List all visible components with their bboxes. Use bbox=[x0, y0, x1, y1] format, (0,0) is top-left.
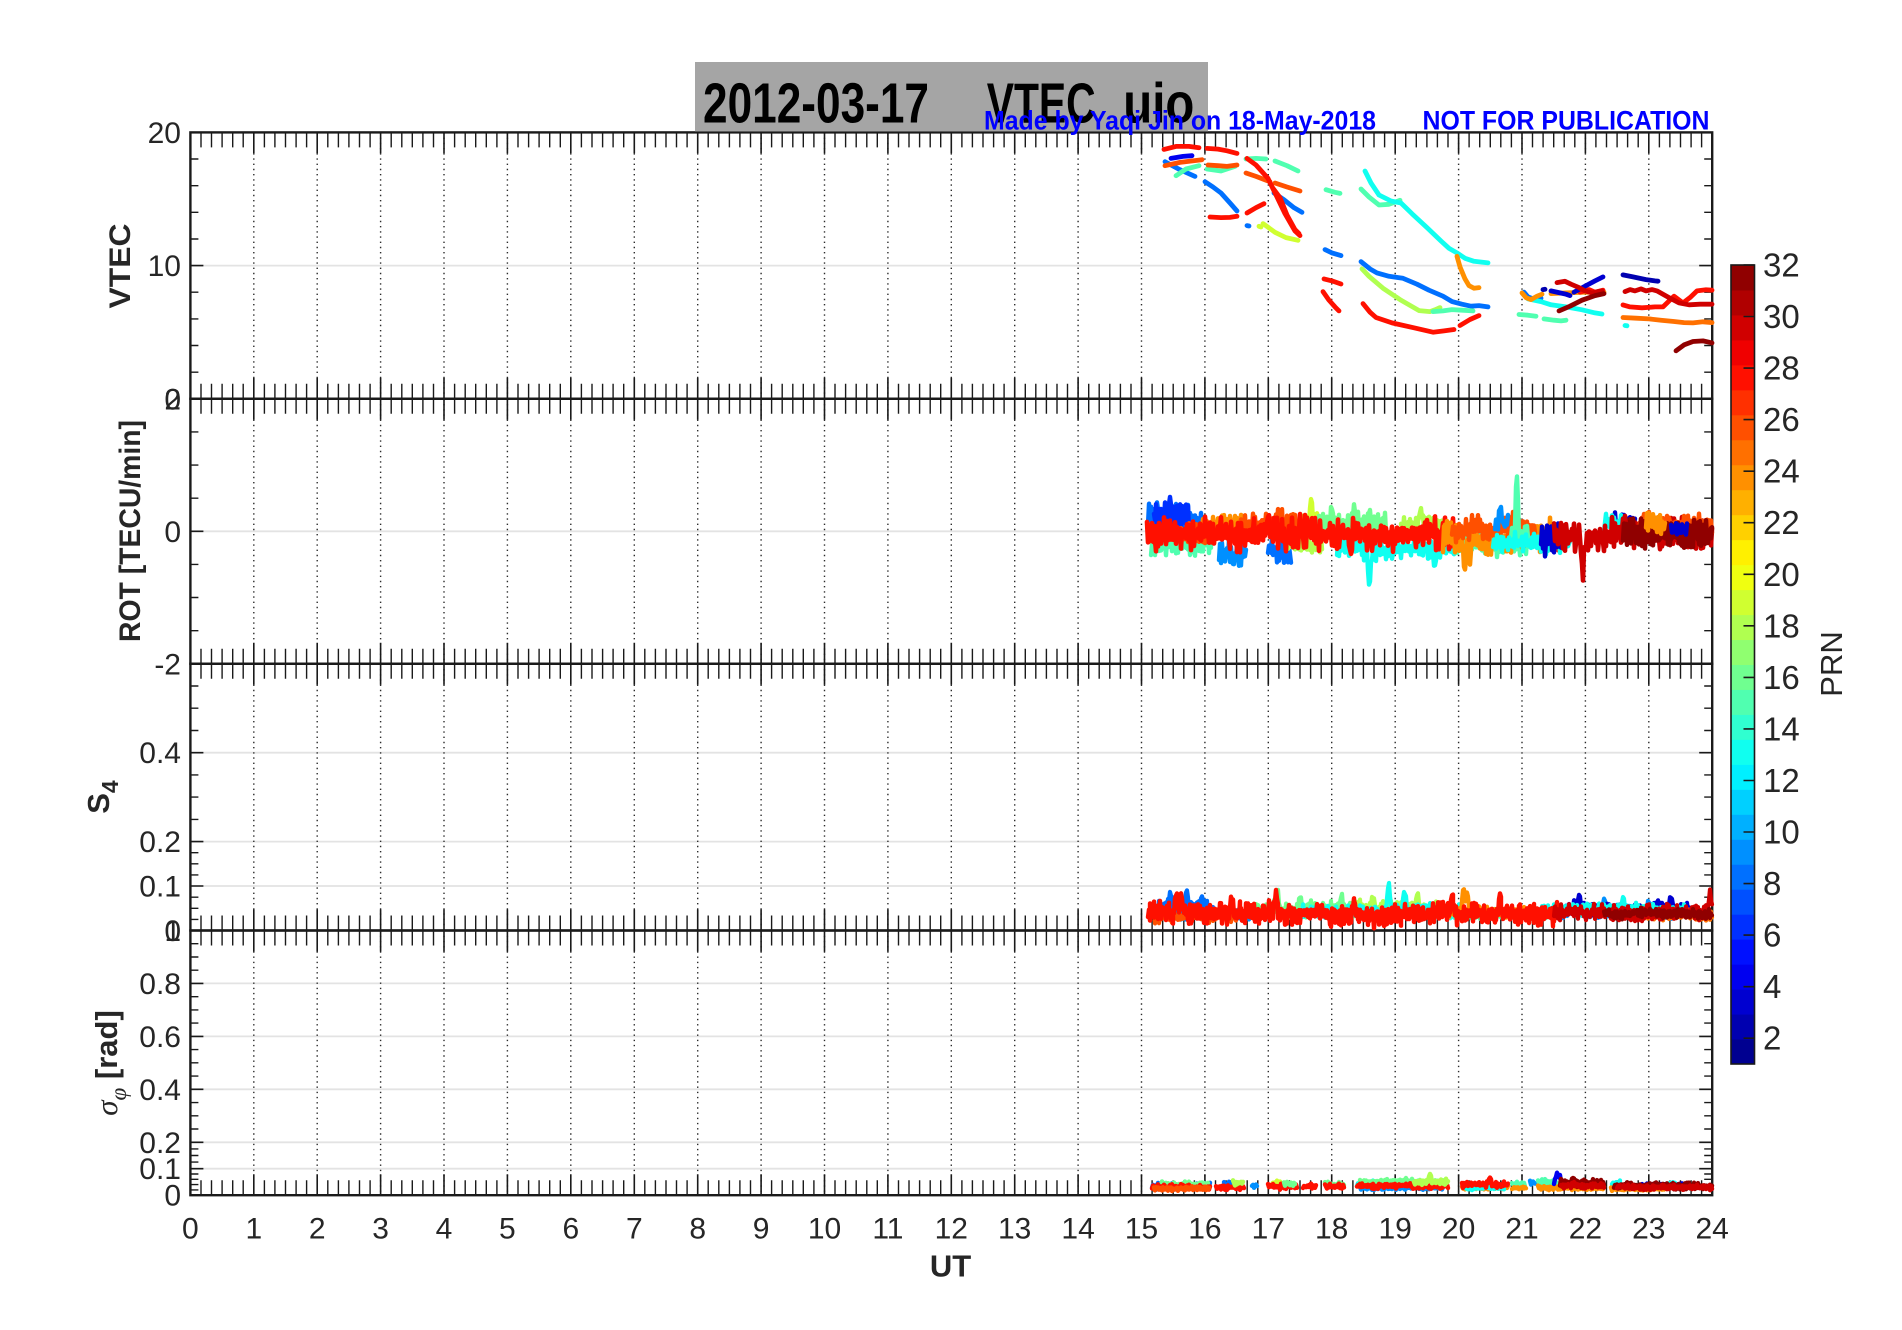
svg-text:0: 0 bbox=[164, 383, 181, 416]
svg-text:1: 1 bbox=[164, 915, 181, 948]
svg-text:PRN: PRN bbox=[1814, 631, 1849, 696]
svg-text:2: 2 bbox=[164, 383, 181, 416]
svg-text:24: 24 bbox=[1696, 1213, 1729, 1246]
svg-text:19: 19 bbox=[1379, 1213, 1412, 1246]
svg-text:9: 9 bbox=[753, 1213, 770, 1246]
svg-text:22: 22 bbox=[1763, 504, 1800, 541]
svg-text:15: 15 bbox=[1125, 1213, 1158, 1246]
svg-text:14: 14 bbox=[1763, 710, 1800, 747]
svg-text:0.2: 0.2 bbox=[139, 1127, 181, 1160]
svg-text:2: 2 bbox=[309, 1213, 326, 1246]
svg-text:6: 6 bbox=[562, 1213, 579, 1246]
svg-text:2012-03-17: 2012-03-17 bbox=[703, 72, 929, 136]
svg-text:5: 5 bbox=[499, 1213, 516, 1246]
svg-text:12: 12 bbox=[935, 1213, 968, 1246]
svg-text:13: 13 bbox=[998, 1213, 1031, 1246]
svg-text:ROT [TECU/min]: ROT [TECU/min] bbox=[114, 420, 147, 642]
svg-text:16: 16 bbox=[1763, 659, 1800, 696]
svg-text:UT: UT bbox=[930, 1249, 971, 1284]
svg-text:2: 2 bbox=[1763, 1020, 1781, 1057]
svg-text:17: 17 bbox=[1252, 1213, 1285, 1246]
svg-text:4: 4 bbox=[436, 1213, 453, 1246]
svg-text:28: 28 bbox=[1763, 350, 1800, 387]
svg-text:4: 4 bbox=[1763, 968, 1781, 1005]
svg-text:0.6: 0.6 bbox=[139, 1021, 181, 1054]
svg-text:8: 8 bbox=[1763, 865, 1781, 902]
svg-text:8: 8 bbox=[689, 1213, 706, 1246]
svg-text:26: 26 bbox=[1763, 401, 1800, 438]
svg-text:10: 10 bbox=[1763, 814, 1800, 851]
svg-text:0.2: 0.2 bbox=[139, 826, 181, 859]
svg-text:NOT FOR PUBLICATION: NOT FOR PUBLICATION bbox=[1423, 105, 1710, 135]
svg-text:3: 3 bbox=[372, 1213, 389, 1246]
svg-text:14: 14 bbox=[1061, 1213, 1094, 1246]
svg-text:24: 24 bbox=[1763, 453, 1800, 490]
svg-text:σφ [rad]: σφ [rad] bbox=[89, 1010, 131, 1116]
svg-text:0.4: 0.4 bbox=[139, 1074, 181, 1107]
svg-text:20: 20 bbox=[148, 117, 181, 150]
svg-text:0.8: 0.8 bbox=[139, 968, 181, 1001]
svg-text:16: 16 bbox=[1188, 1213, 1221, 1246]
svg-text:0.1: 0.1 bbox=[139, 1153, 181, 1186]
svg-text:30: 30 bbox=[1763, 298, 1800, 335]
svg-text:0: 0 bbox=[164, 516, 181, 549]
svg-text:7: 7 bbox=[626, 1213, 643, 1246]
svg-text:Made by Yaqi Jin on 18-May-201: Made by Yaqi Jin on 18-May-2018 bbox=[984, 105, 1376, 135]
svg-text:11: 11 bbox=[872, 1213, 903, 1246]
svg-text:VTEC: VTEC bbox=[104, 224, 137, 309]
svg-text:VTEC: VTEC bbox=[987, 72, 1096, 136]
svg-text:18: 18 bbox=[1315, 1213, 1348, 1246]
svg-text:18: 18 bbox=[1763, 607, 1800, 644]
svg-text:10: 10 bbox=[808, 1213, 841, 1246]
svg-text:1: 1 bbox=[245, 1213, 262, 1246]
svg-text:23: 23 bbox=[1632, 1213, 1665, 1246]
svg-text:6: 6 bbox=[1763, 917, 1781, 954]
svg-text:10: 10 bbox=[148, 250, 181, 283]
svg-text:0.4: 0.4 bbox=[139, 737, 181, 770]
svg-text:21: 21 bbox=[1505, 1213, 1538, 1246]
svg-text:0: 0 bbox=[164, 915, 181, 948]
svg-text:0: 0 bbox=[164, 1180, 181, 1213]
svg-text:-2: -2 bbox=[154, 648, 181, 681]
svg-text:0.1: 0.1 bbox=[139, 871, 181, 904]
svg-text:uio: uio bbox=[1123, 72, 1194, 136]
svg-text:0: 0 bbox=[182, 1213, 199, 1246]
svg-text:20: 20 bbox=[1763, 556, 1800, 593]
svg-text:20: 20 bbox=[1442, 1213, 1475, 1246]
svg-text:22: 22 bbox=[1569, 1213, 1602, 1246]
svg-text:12: 12 bbox=[1763, 762, 1800, 799]
svg-text:32: 32 bbox=[1763, 247, 1800, 284]
